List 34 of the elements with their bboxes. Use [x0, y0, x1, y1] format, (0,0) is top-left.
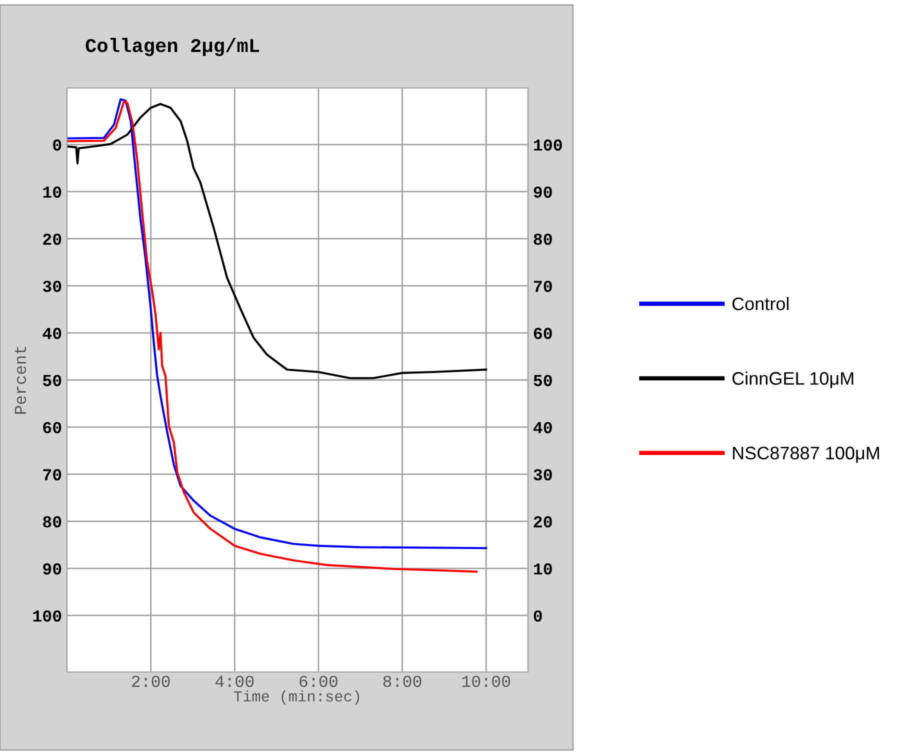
y-tick-label: 100 — [33, 610, 62, 622]
y2-tick-label: 90 — [534, 186, 552, 198]
y2-tick-label: 50 — [534, 374, 552, 386]
x-tick-label: 8:00 — [383, 676, 422, 688]
y-tick-label: 80 — [43, 516, 62, 528]
x-tick-label: 2:00 — [132, 676, 170, 688]
x-tick-label: 4:00 — [215, 676, 254, 688]
y-tick-label: 0 — [53, 139, 62, 151]
y2-tick-label: 60 — [534, 328, 552, 340]
y-tick-label: 70 — [43, 469, 62, 480]
y-tick-label: 90 — [43, 563, 62, 575]
y2-tick-label: 70 — [534, 280, 552, 292]
y2-tick-label: 0 — [534, 610, 542, 622]
y2-tick-label: 80 — [534, 234, 552, 245]
chart-title: Collagen 2μg/mL — [86, 38, 260, 56]
line-series — [67, 102, 488, 380]
y2-tick-label: 30 — [534, 469, 552, 480]
x-tick-label: 6:00 — [300, 676, 338, 688]
y2-tick-label: 100 — [534, 139, 562, 151]
y-tick-label: 10 — [43, 186, 62, 198]
x-tick-label: 10:00 — [462, 676, 510, 688]
y-tick-label: 60 — [43, 422, 62, 434]
x-axis-title: Time (min:sec) — [234, 690, 360, 705]
legend-label: CinnGEL 10μM — [732, 372, 854, 388]
legend-label: NSC87887 100μM — [733, 446, 879, 463]
y-tick-label: 40 — [42, 328, 62, 340]
y2-tick-label: 10 — [534, 563, 552, 575]
y-axis-title: Percent — [14, 346, 26, 414]
y-tick-label: 20 — [43, 234, 62, 245]
y2-tick-label: 40 — [533, 422, 552, 434]
legend-label: Control — [732, 296, 789, 310]
y-tick-label: 50 — [42, 374, 62, 386]
y2-tick-label: 20 — [534, 516, 552, 528]
y-tick-label: 30 — [42, 280, 62, 292]
